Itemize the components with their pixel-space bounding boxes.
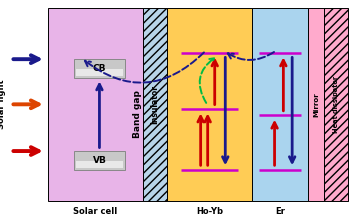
Text: Band gap: Band gap: [133, 90, 142, 138]
Bar: [324, 8, 348, 201]
Text: CB: CB: [93, 64, 106, 73]
FancyArrowPatch shape: [200, 58, 214, 103]
Bar: [167, 8, 252, 201]
Bar: [308, 8, 324, 201]
Bar: [143, 8, 167, 201]
Bar: [74, 59, 125, 78]
Text: Ho-Yb: Ho-Yb: [196, 207, 223, 216]
Bar: [74, 151, 125, 170]
Text: Er: Er: [275, 207, 285, 216]
Bar: [252, 8, 308, 201]
Text: Solar cell: Solar cell: [73, 207, 117, 216]
Text: VB: VB: [93, 156, 106, 165]
FancyArrowPatch shape: [85, 52, 204, 83]
Bar: [76, 161, 123, 168]
Text: Mirror: Mirror: [313, 92, 319, 117]
Bar: [76, 69, 123, 76]
Bar: [48, 8, 143, 201]
FancyArrowPatch shape: [228, 52, 274, 60]
Text: Heat dissipator: Heat dissipator: [333, 76, 339, 133]
Text: Insulator: Insulator: [150, 85, 159, 124]
Text: Solar light: Solar light: [0, 80, 6, 129]
